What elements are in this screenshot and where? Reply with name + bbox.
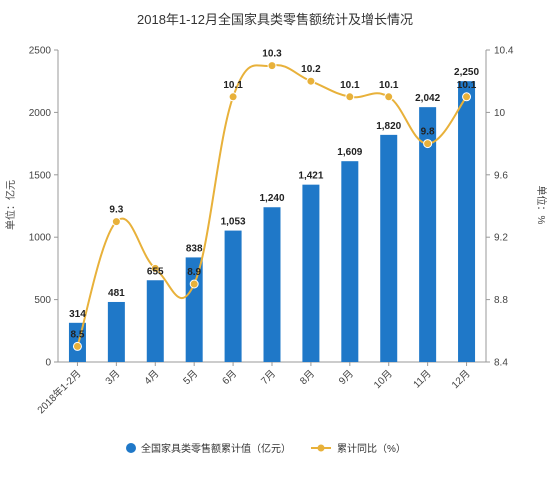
growth-line xyxy=(76,64,468,347)
left-tick-label: 2000 xyxy=(29,108,52,119)
right-tick-label: 10 xyxy=(494,108,506,119)
left-axis-title: 单位：亿元 xyxy=(4,180,17,230)
bar-value-label: 2,042 xyxy=(415,93,440,104)
right-tick-label: 8.4 xyxy=(494,358,508,369)
right-tick-label: 9.6 xyxy=(494,170,508,181)
line-point xyxy=(72,341,82,351)
x-tick-label: 10月 xyxy=(371,368,394,391)
chart-title: 2018年1-12月全国家具类零售额统计及增长情况 xyxy=(137,12,413,27)
line-value-label: 9.8 xyxy=(421,127,435,138)
legend-label-bar: 全国家具类零售额累计值（亿元） xyxy=(141,442,291,455)
bar-value-label: 1,421 xyxy=(298,171,323,182)
line-point xyxy=(228,92,238,102)
x-tick-label: 8月 xyxy=(298,368,317,387)
x-tick-label: 4月 xyxy=(142,368,161,387)
x-tick-label: 11月 xyxy=(411,368,434,391)
line-value-label: 10.1 xyxy=(457,80,477,91)
left-axis: 0 500 1000 1500 2000 2500 xyxy=(29,46,59,369)
left-tick-label: 500 xyxy=(34,295,51,306)
right-tick-label: 8.8 xyxy=(494,295,508,306)
line-marker-orange-icon xyxy=(311,444,331,452)
bar xyxy=(380,134,398,362)
bar xyxy=(224,230,242,362)
right-tick-label: 10.4 xyxy=(494,46,514,57)
line-value-label: 10.2 xyxy=(301,64,321,75)
left-tick-label: 0 xyxy=(45,358,51,369)
line-value-label: 10.1 xyxy=(340,80,360,91)
line-series xyxy=(72,61,472,351)
line-value-label: 9.3 xyxy=(109,205,123,216)
legend-label-line: 累计同比（%） xyxy=(337,442,406,455)
circle-blue-icon xyxy=(126,443,136,453)
bar-value-label: 1,820 xyxy=(376,121,401,132)
right-axis: 8.4 8.8 9.2 9.6 10 10.4 xyxy=(485,46,514,369)
bar-value-label: 1,240 xyxy=(259,193,284,204)
bar-value-label: 1,609 xyxy=(337,147,362,158)
line-point xyxy=(189,279,199,289)
bar xyxy=(458,81,476,362)
bar xyxy=(302,184,320,362)
right-tick-label: 9.2 xyxy=(494,233,508,244)
bar-value-label: 838 xyxy=(186,243,203,254)
left-tick-label: 1500 xyxy=(29,170,52,181)
bar-value-label: 2,250 xyxy=(454,67,479,78)
line-point xyxy=(384,92,394,102)
bar-value-label: 481 xyxy=(108,288,125,299)
line-point xyxy=(111,217,121,227)
x-axis: 2018年1-2月 3月 4月 5月 6月 7月 8月 9月 10月 11月 12月 xyxy=(34,361,486,416)
line-point xyxy=(267,61,277,71)
bar xyxy=(146,280,164,362)
x-tick-label: 2018年1-2月 xyxy=(34,367,83,416)
line-point xyxy=(150,263,160,273)
line-value-label: 8.5 xyxy=(71,329,85,340)
x-tick-label: 3月 xyxy=(103,368,122,387)
line-value-label: 10.3 xyxy=(262,49,282,60)
line-value-label: 10.1 xyxy=(379,80,399,91)
bar-value-label: 655 xyxy=(147,266,164,277)
x-tick-label: 6月 xyxy=(220,368,239,387)
data-labels: 314 481 655 838 1,053 1,240 1,421 1,609 1,820 2,0… xyxy=(69,49,479,341)
bar xyxy=(341,161,359,362)
bar xyxy=(263,207,281,362)
bar-value-label: 314 xyxy=(69,309,86,320)
bar xyxy=(107,301,125,362)
line-value-label: 10.1 xyxy=(223,80,243,91)
left-tick-label: 2500 xyxy=(29,46,52,57)
left-tick-label: 1000 xyxy=(29,233,52,244)
right-axis-title: 单位：% xyxy=(535,186,548,225)
line-point xyxy=(462,92,472,102)
bar xyxy=(419,107,437,362)
bar-series xyxy=(68,81,476,362)
x-tick-label: 9月 xyxy=(336,368,355,387)
line-point xyxy=(345,92,355,102)
line-value-label: 8.9 xyxy=(187,267,201,278)
line-point xyxy=(306,76,316,86)
x-tick-label: 7月 xyxy=(259,368,278,387)
x-tick-label: 12月 xyxy=(449,368,472,391)
line-point xyxy=(423,139,433,149)
legend: 全国家具类零售额累计值（亿元） 累计同比（%） xyxy=(126,442,406,455)
bar-value-label: 1,053 xyxy=(221,217,246,228)
x-tick-label: 5月 xyxy=(181,368,200,387)
